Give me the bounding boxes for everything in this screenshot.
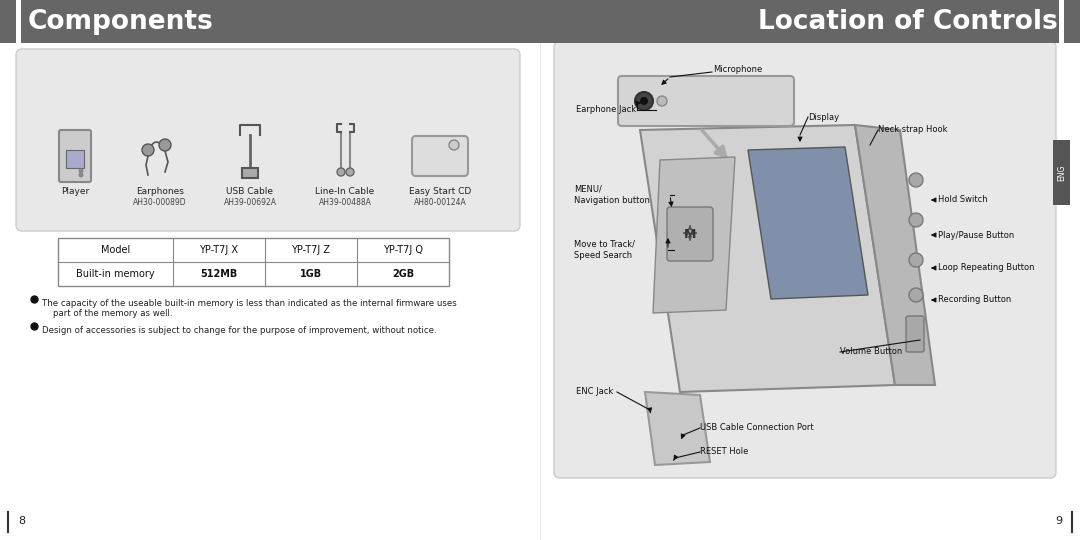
Text: Display: Display [808,112,839,122]
FancyBboxPatch shape [411,136,468,176]
Text: M: M [684,228,697,241]
Circle shape [640,97,648,105]
Polygon shape [855,125,935,385]
Polygon shape [640,125,895,392]
FancyBboxPatch shape [1053,140,1070,205]
Text: Move to Track/
Speed Search: Move to Track/ Speed Search [573,240,635,260]
Circle shape [449,140,459,150]
Text: AH80-00124A: AH80-00124A [414,198,467,207]
Text: AH30-00089D: AH30-00089D [133,198,187,207]
FancyBboxPatch shape [16,49,519,231]
Text: Earphone Jack: Earphone Jack [576,105,636,114]
Text: Loop Repeating Button: Loop Repeating Button [939,264,1035,273]
Circle shape [635,92,653,110]
Text: Components: Components [28,9,214,35]
Circle shape [79,168,83,173]
Text: Play/Pause Button: Play/Pause Button [939,231,1014,240]
FancyBboxPatch shape [59,130,91,182]
Text: The capacity of the useable built-in memory is less than indicated as the intern: The capacity of the useable built-in mem… [42,299,457,319]
Polygon shape [645,392,710,465]
Text: USB Cable: USB Cable [227,187,273,196]
FancyBboxPatch shape [242,168,258,178]
Text: 1GB: 1GB [300,269,322,279]
FancyBboxPatch shape [667,207,713,261]
FancyBboxPatch shape [554,41,1056,478]
Text: Microphone: Microphone [713,65,762,75]
Text: 512MB: 512MB [201,269,238,279]
Text: YP-T7J X: YP-T7J X [200,245,239,255]
Circle shape [337,168,345,176]
Text: ENC Jack: ENC Jack [576,388,613,396]
Circle shape [909,213,923,227]
Circle shape [141,144,154,156]
Text: Design of accessories is subject to change for the purpose of improvement, witho: Design of accessories is subject to chan… [42,326,436,335]
FancyBboxPatch shape [1059,0,1064,43]
Text: MENU/
Navigation button: MENU/ Navigation button [573,185,650,205]
Circle shape [159,139,171,151]
FancyBboxPatch shape [0,0,540,43]
Text: USB Cable Connection Port: USB Cable Connection Port [700,423,813,433]
FancyBboxPatch shape [66,150,84,168]
Text: Recording Button: Recording Button [939,295,1011,305]
FancyBboxPatch shape [540,0,1080,43]
Text: Line-In Cable: Line-In Cable [315,187,375,196]
FancyBboxPatch shape [906,316,924,352]
Text: Player: Player [60,187,90,196]
Text: ENG: ENG [1057,165,1066,181]
Text: AH39-00488A: AH39-00488A [319,198,372,207]
Text: Built-in memory: Built-in memory [77,269,154,279]
Text: Model: Model [100,245,130,255]
Text: Location of Controls: Location of Controls [758,9,1058,35]
Text: YP-T7J Z: YP-T7J Z [292,245,330,255]
Circle shape [657,96,667,106]
Circle shape [346,168,354,176]
Polygon shape [748,147,868,299]
FancyBboxPatch shape [16,0,21,43]
Text: AH39-00692A: AH39-00692A [224,198,276,207]
Text: Earphones: Earphones [136,187,184,196]
Text: Easy Start CD: Easy Start CD [409,187,471,196]
FancyBboxPatch shape [618,76,794,126]
FancyBboxPatch shape [58,238,449,286]
Text: YP-T7J Q: YP-T7J Q [383,245,423,255]
Polygon shape [653,157,735,313]
Text: Volume Button: Volume Button [840,348,902,356]
Text: 8: 8 [18,516,25,526]
Text: Hold Switch: Hold Switch [939,195,987,205]
Circle shape [909,173,923,187]
Text: RESET Hole: RESET Hole [700,448,748,456]
Circle shape [909,288,923,302]
Text: 9: 9 [1055,516,1062,526]
Text: 2GB: 2GB [392,269,414,279]
Circle shape [79,172,83,178]
Circle shape [909,253,923,267]
Text: Neck strap Hook: Neck strap Hook [878,125,947,134]
